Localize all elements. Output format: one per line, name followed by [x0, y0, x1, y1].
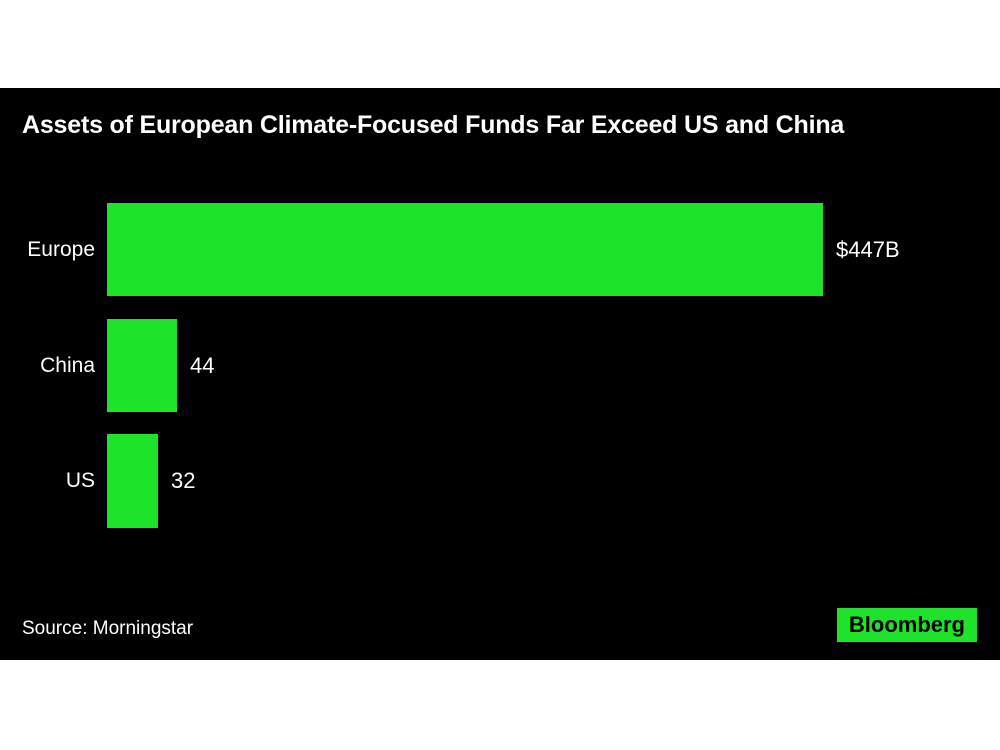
category-label-europe: Europe: [27, 237, 95, 261]
chart-panel: Assets of European Climate-Focused Funds…: [0, 88, 1000, 660]
bar-us: [107, 434, 158, 528]
category-label-us: US: [65, 469, 95, 492]
bar-europe: [107, 203, 823, 296]
bar-row: Europe $447B: [0, 203, 1000, 296]
source-label: Source: Morningstar: [22, 618, 194, 639]
value-label-us: 32: [171, 468, 196, 493]
category-label-china: China: [40, 353, 95, 377]
bar-china: [107, 319, 177, 412]
bloomberg-logo: Bloomberg: [836, 608, 977, 642]
bar-row: US 32: [0, 434, 1000, 528]
bar-row: China 44: [0, 319, 1000, 412]
value-label-china: 44: [190, 352, 215, 378]
value-label-europe: $447B: [836, 236, 900, 262]
chart-title: Assets of European Climate-Focused Funds…: [22, 111, 845, 139]
